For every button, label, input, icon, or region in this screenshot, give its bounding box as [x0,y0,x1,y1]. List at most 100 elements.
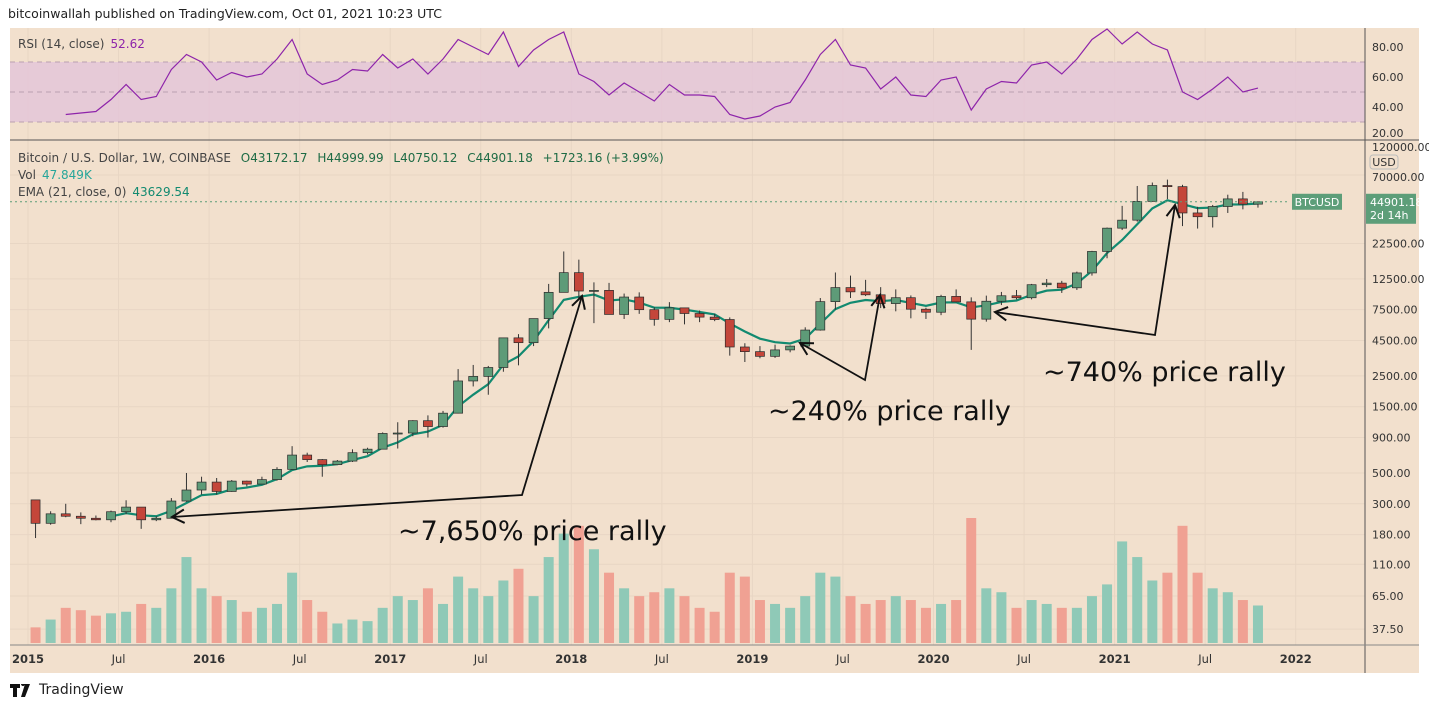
candle-body [1011,295,1022,299]
close-value: C44901.18 [467,151,533,165]
volume-bar [830,576,841,643]
x-tick-label: Jul [835,652,850,666]
volume-bar [649,592,660,643]
candle-body [1026,284,1037,299]
volume-bar [498,580,509,643]
candle-body [951,296,961,303]
candle-body [1147,185,1158,202]
candle-body [257,479,267,485]
x-tick-label: Jul [1197,652,1212,666]
candle-body [996,295,1007,302]
volume-bar [573,525,584,643]
volume-bar [422,588,433,643]
volume-bar [181,557,192,643]
candle-body [1192,212,1203,218]
volume-bar [317,611,328,643]
candle-body [1177,186,1188,214]
annotation-text: ~7,650% price rally [398,516,667,547]
volume-bar [90,615,101,643]
volume-bar [739,576,750,643]
volume-bar [679,596,690,643]
x-tick-label: 2020 [917,652,949,666]
y-tick-label: 70000.00 [1372,171,1425,184]
volume-bar [407,600,418,643]
candle-body [241,480,252,485]
candle-body [121,506,131,513]
candle-body [392,432,403,435]
candle-body [498,337,509,368]
rsi-tick-label: 80.00 [1372,41,1404,54]
annotation-text: ~240% price rally [768,396,1011,427]
volume-bar [875,600,886,643]
x-tick-label: 2017 [374,652,406,666]
btc-chart[interactable]: 2015 Jul 2016 Jul 2017 Jul 2018 Jul 2019 Jul 2020 J… [0,0,1429,680]
volume-bar [468,588,479,643]
candle-body [317,459,328,466]
volume-bar [754,600,765,643]
volume-bar [121,611,132,643]
volume-bar [1132,557,1143,643]
volume-bar [996,592,1007,643]
x-tick-label: Jul [1016,652,1031,666]
volume-bar [619,588,630,643]
volume-bar [211,596,222,643]
x-tick-label: 2022 [1280,652,1312,666]
volume-bar [287,572,298,643]
candle-body [1132,201,1143,221]
volume-bar [60,607,71,643]
volume-bar [1041,603,1052,643]
candle-body [936,296,946,313]
candle-body [332,460,343,466]
volume-bar [558,533,569,643]
volume-bar [770,603,781,643]
volume-bar [392,596,403,643]
rsi-value: 52.62 [110,37,145,51]
tradingview-logo[interactable]: TradingView [10,682,124,698]
candle-body [619,296,629,315]
volume-bar [1117,541,1128,643]
annotation-text: ~740% price rally [1043,357,1286,388]
candle-body [60,513,71,517]
candle-body [438,412,448,427]
candle-body [1253,201,1263,205]
volume-bar [438,603,449,643]
candle-body [740,346,750,352]
volume-bar [890,596,901,643]
volume-bar [724,572,735,643]
volume-bar [1071,607,1082,643]
candle-body [468,376,479,382]
candle-body [75,515,86,519]
volume-bar [604,572,615,643]
currency-badge [1369,154,1399,170]
y-tick-label: 37.50 [1372,623,1404,636]
y-tick-label: 900.00 [1372,432,1411,445]
vol-label: Vol [18,168,36,182]
published-header: bitcoinwallah published on TradingView.c… [8,6,442,21]
x-tick-label: Jul [292,652,307,666]
candle-body [724,319,735,348]
vol-value: 47.849K [41,168,92,182]
candle-body [272,469,282,480]
volume-bar [528,596,539,643]
volume-bar [1056,607,1067,643]
candle-body [166,500,177,519]
volume-bar [151,607,162,643]
y-tick-label: 65.00 [1372,590,1404,603]
volume-bar [75,610,86,643]
candle-body [483,367,494,377]
annotation-arrow [171,295,583,518]
volume-bar [845,596,856,643]
candle-body [694,313,705,318]
volume-bar [543,557,554,643]
volume-bar [166,588,177,643]
high-value: H44999.99 [317,151,384,165]
volume-bar [936,603,947,643]
candle-body [755,351,765,357]
volume-bar [226,600,237,643]
price-tag [1366,193,1416,224]
volume-bar [709,611,720,643]
volume-bar [694,607,705,643]
arrowhead-icon [169,508,186,524]
candle-body [453,380,463,414]
candle-body [151,517,162,521]
